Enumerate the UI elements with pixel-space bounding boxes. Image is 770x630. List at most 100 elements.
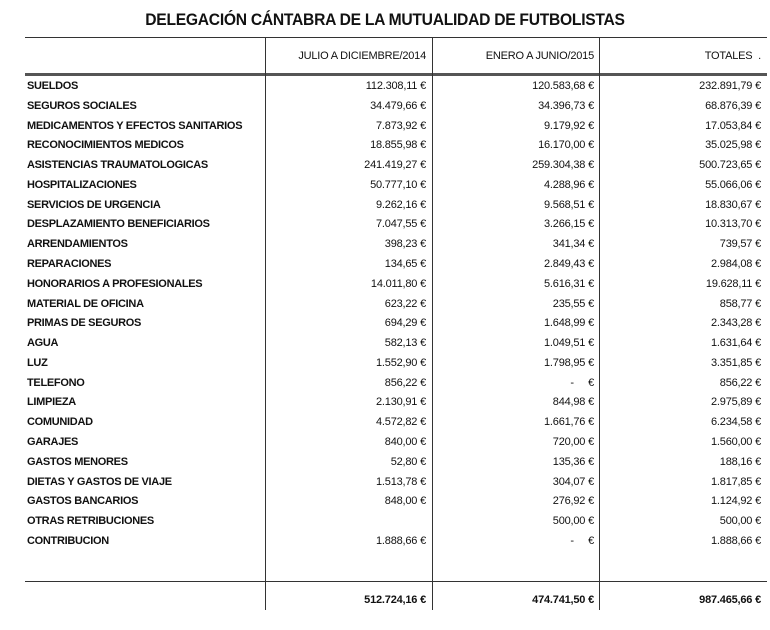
table-row: LUZ 1.552,90 € 1.798,95 € 3.351,85 € — [0, 357, 770, 377]
total-value: 987.465,66 € — [699, 594, 761, 606]
cell-value: 9.262,16 € — [376, 198, 426, 211]
cell-value: 259.304,38 € — [532, 159, 594, 172]
cell-value: 2.343,28 € — [711, 317, 761, 330]
row-label: COMUNIDAD — [27, 416, 93, 429]
table-row: MATERIAL DE OFICINA 623,22 € 235,55 € 858,7… — [0, 298, 770, 318]
cell-value: 135,36 € — [552, 455, 594, 468]
row-label: TELEFONO — [27, 376, 85, 389]
cell-value: 1.661,76 € — [544, 416, 594, 429]
cell-value: 10.313,70 € — [705, 218, 761, 231]
cell-value: 1.513,78 € — [376, 475, 426, 488]
cell-value: 1.817,85 € — [711, 475, 761, 488]
cell-value: 235,55 € — [552, 297, 594, 310]
cell-value: 16.170,00 € — [538, 139, 594, 152]
cell-value: 1.049,51 € — [544, 337, 594, 350]
table-row: COMUNIDAD 4.572,82 € 1.661,76 € 6.234,58 € — [0, 416, 770, 436]
cell-value: 17.053,84 € — [705, 119, 761, 132]
table-row: LIMPIEZA 2.130,91 € 844,98 € 2.975,89 € — [0, 396, 770, 416]
cell-value: 34.396,73 € — [538, 99, 594, 112]
cell-value: 848,00 € — [384, 495, 426, 508]
cell-value: 7.047,55 € — [376, 218, 426, 231]
table-row: OTRAS RETRIBUCIONES 500,00 € 500,00 € — [0, 515, 770, 535]
cell-value: 1.648,99 € — [544, 317, 594, 330]
cell-value: 1.552,90 € — [376, 356, 426, 369]
table-row: SUELDOS 112.308,11 € 120.583,68 € 232.891,7… — [0, 80, 770, 100]
row-label: ASISTENCIAS TRAUMATOLOGICAS — [27, 159, 208, 172]
cell-value: 844,98 € — [552, 396, 594, 409]
cell-value: 112.308,11 € — [365, 80, 426, 92]
table-row: PRIMAS DE SEGUROS 694,29 € 1.648,99 € 2.343… — [0, 317, 770, 337]
row-label: CONTRIBUCION — [27, 534, 109, 547]
document-title: DELEGACIÓN CÁNTABRA DE LA MUTUALIDAD DE … — [145, 10, 625, 29]
table-row: AGUA 582,13 € 1.049,51 € 1.631,64 € — [0, 337, 770, 357]
table-row: GARAJES 840,00 € 720,00 € 1.560,00 € — [0, 436, 770, 456]
row-label: SERVICIOS DE URGENCIA — [27, 198, 161, 211]
cell-value: 1.124,92 € — [711, 495, 761, 508]
cell-value: 55.066,06 € — [705, 178, 761, 191]
cell-value: 4.572,82 € — [376, 416, 426, 429]
cell-value: - € — [570, 376, 594, 389]
row-label: PRIMAS DE SEGUROS — [27, 317, 142, 330]
cell-value: 19.628,11 € — [705, 277, 761, 290]
row-label: SEGUROS SOCIALES — [27, 99, 137, 112]
cell-value: 52,80 € — [390, 455, 427, 468]
table-row: GASTOS MENORES 52,80 € 135,36 € 188,16 € — [0, 456, 770, 476]
cell-value: 7.873,92 € — [376, 119, 426, 132]
header-rule — [25, 73, 767, 76]
column-header-totales: TOTALES . — [704, 50, 761, 62]
cell-value: 50.777,10 € — [370, 178, 426, 191]
cell-value: 188,16 € — [719, 455, 761, 468]
cell-value: 134,65 € — [384, 258, 426, 271]
row-label: LIMPIEZA — [27, 396, 76, 409]
totals-rule — [25, 581, 767, 582]
table-row: SERVICIOS DE URGENCIA 9.262,16 € 9.568,51 … — [0, 199, 770, 219]
cell-value: 3.351,85 € — [711, 356, 761, 369]
row-label: AGUA — [27, 337, 59, 350]
cell-value: 5.616,31 € — [544, 277, 594, 290]
cell-value: 500.723,65 € — [699, 159, 761, 172]
cell-value: 2.984,08 € — [711, 258, 761, 271]
row-label: GASTOS MENORES — [27, 455, 128, 468]
table-row: GASTOS BANCARIOS 848,00 € 276,92 € 1.124,92… — [0, 495, 770, 515]
row-label: SUELDOS — [27, 80, 79, 92]
total-value: 512.724,16 € — [364, 594, 426, 606]
cell-value: 2.975,89 € — [711, 396, 761, 409]
row-label: LUZ — [27, 356, 48, 369]
cell-value: 856,22 € — [384, 376, 426, 389]
row-label: RECONOCIMIENTOS MEDICOS — [27, 139, 184, 152]
cell-value: 120.583,68 € — [532, 80, 594, 92]
cell-value: 398,23 € — [384, 238, 426, 251]
cell-value: 276,92 € — [552, 495, 594, 508]
cell-value: 232.891,79 € — [699, 80, 761, 92]
column-divider — [265, 37, 266, 610]
cell-value: 623,22 € — [384, 297, 426, 310]
cell-value: 739,57 € — [719, 238, 761, 251]
cell-value: 9.568,51 € — [544, 198, 594, 211]
cell-value: 341,34 € — [552, 238, 594, 251]
cell-value: 1.560,00 € — [711, 436, 761, 449]
cell-value: 720,00 € — [552, 436, 594, 449]
row-label: MEDICAMENTOS Y EFECTOS SANITARIOS — [27, 119, 243, 132]
row-label: MATERIAL DE OFICINA — [27, 297, 144, 310]
row-label: GASTOS BANCARIOS — [27, 495, 139, 508]
row-label: REPARACIONES — [27, 258, 112, 271]
cell-value: 4.288,96 € — [544, 178, 594, 191]
column-divider — [432, 37, 433, 610]
cell-value: 34.479,66 € — [370, 99, 426, 112]
table-row: MEDICAMENTOS Y EFECTOS SANITARIOS 7.873,9… — [0, 120, 770, 140]
row-label: DIETAS Y GASTOS DE VIAJE — [27, 475, 172, 488]
totals-row: 512.724,16 € 474.741,50 € 987.465,66 € — [0, 594, 770, 614]
cell-value: 9.179,92 € — [544, 119, 594, 132]
table-row: HONORARIOS A PROFESIONALES 14.011,80 € 5.6… — [0, 278, 770, 298]
cell-value: 18.855,98 € — [370, 139, 426, 152]
cell-value: 1.798,95 € — [544, 356, 594, 369]
table-row: HOSPITALIZACIONES 50.777,10 € 4.288,96 € 55… — [0, 179, 770, 199]
cell-value: 6.234,58 € — [711, 416, 761, 429]
cell-value: 68.876,39 € — [705, 99, 761, 112]
column-header-ene-jun-2015: ENERO A JUNIO/2015 — [485, 50, 594, 62]
table-row: ASISTENCIAS TRAUMATOLOGICAS 241.419,27 € 2… — [0, 159, 770, 179]
row-label: GARAJES — [27, 436, 79, 449]
total-value: 474.741,50 € — [532, 594, 594, 606]
table-row: CONTRIBUCION 1.888,66 € - € 1.888,66 € — [0, 535, 770, 555]
row-label: DESPLAZAMIENTO BENEFICIARIOS — [27, 218, 210, 231]
